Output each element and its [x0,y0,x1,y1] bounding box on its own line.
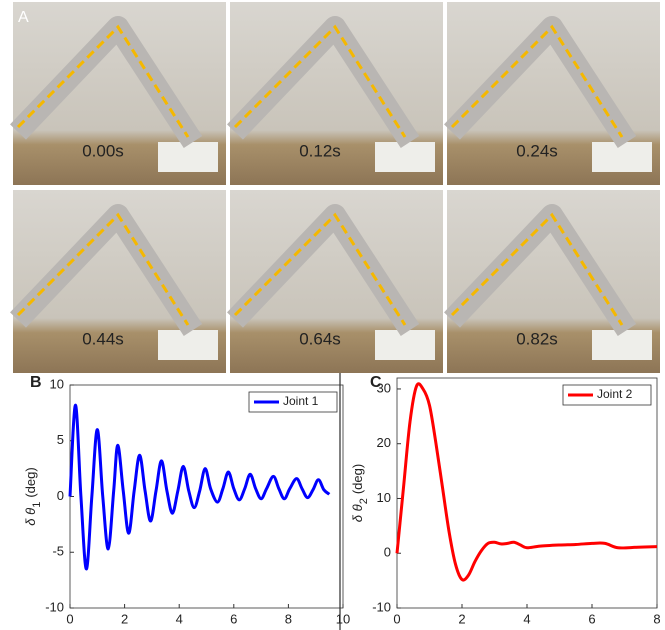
frame-time-label: 0.24s [516,141,558,160]
y-tick-label: 0 [384,545,391,560]
y-axis-label: δ θ2 (deg) [350,464,369,522]
x-tick-label: 6 [230,611,237,626]
y-axis-label-unit: (deg) [23,467,38,497]
frame-time-label: 0.64s [299,329,341,348]
x-tick-label: 0 [393,611,400,626]
robot-base [158,142,218,172]
y-tick-label: 5 [57,432,64,447]
x-tick-label: 8 [285,611,292,626]
x-tick-label: 6 [588,611,595,626]
joint-tracking-line [450,24,624,138]
y-axis-label-unit: (deg) [350,464,365,494]
y-tick-label: 10 [377,490,391,505]
y-tick-label: -5 [52,544,64,559]
x-tick-label: 2 [458,611,465,626]
y-axis-label-symbol: δ θ [350,504,365,522]
y-tick-label: -10 [45,599,64,614]
y-axis-label-subscript: 1 [31,502,43,508]
y-tick-label: 30 [377,380,391,395]
panel-label: B [30,374,42,391]
x-tick-label: 10 [336,611,350,626]
y-tick-label: 20 [377,435,391,450]
y-tick-label: 0 [57,488,64,503]
x-tick-label: 0 [66,611,73,626]
x-tick-label: 4 [176,611,183,626]
robot-base [375,330,435,360]
x-tick-label: 4 [523,611,530,626]
panel-label: C [370,374,382,391]
y-axis-label-subscript: 2 [358,498,370,504]
robot-base [375,142,435,172]
legend-label: Joint 2 [597,387,633,401]
frame-time-label: 0.00s [82,141,124,160]
frame-time-label: 0.12s [299,141,341,160]
y-tick-label: -10 [372,599,391,614]
joint-tracking-line [16,24,190,138]
legend-box [562,384,652,406]
robot-base [592,142,652,172]
y-tick-label: 10 [50,376,64,391]
x-tick-label: 2 [121,611,128,626]
legend-box [248,391,338,413]
frame-time-label: 0.44s [82,329,124,348]
joint-tracking-line [233,212,407,326]
plot-box [396,377,658,609]
x-tick-label: 8 [653,611,660,626]
data-line [395,382,658,582]
joint-tracking-line [16,212,190,326]
legend-label: Joint 1 [283,394,319,408]
joint-tracking-line [233,24,407,138]
robot-base [158,330,218,360]
y-axis-label: δ θ1 (deg) [23,467,42,525]
plot-box [69,384,344,609]
frame-time-label: 0.82s [516,329,558,348]
y-axis-label-symbol: δ θ [23,508,38,526]
panel-label: A [18,9,29,26]
robot-base [592,330,652,360]
data-line [68,403,331,571]
joint-tracking-line [450,212,624,326]
